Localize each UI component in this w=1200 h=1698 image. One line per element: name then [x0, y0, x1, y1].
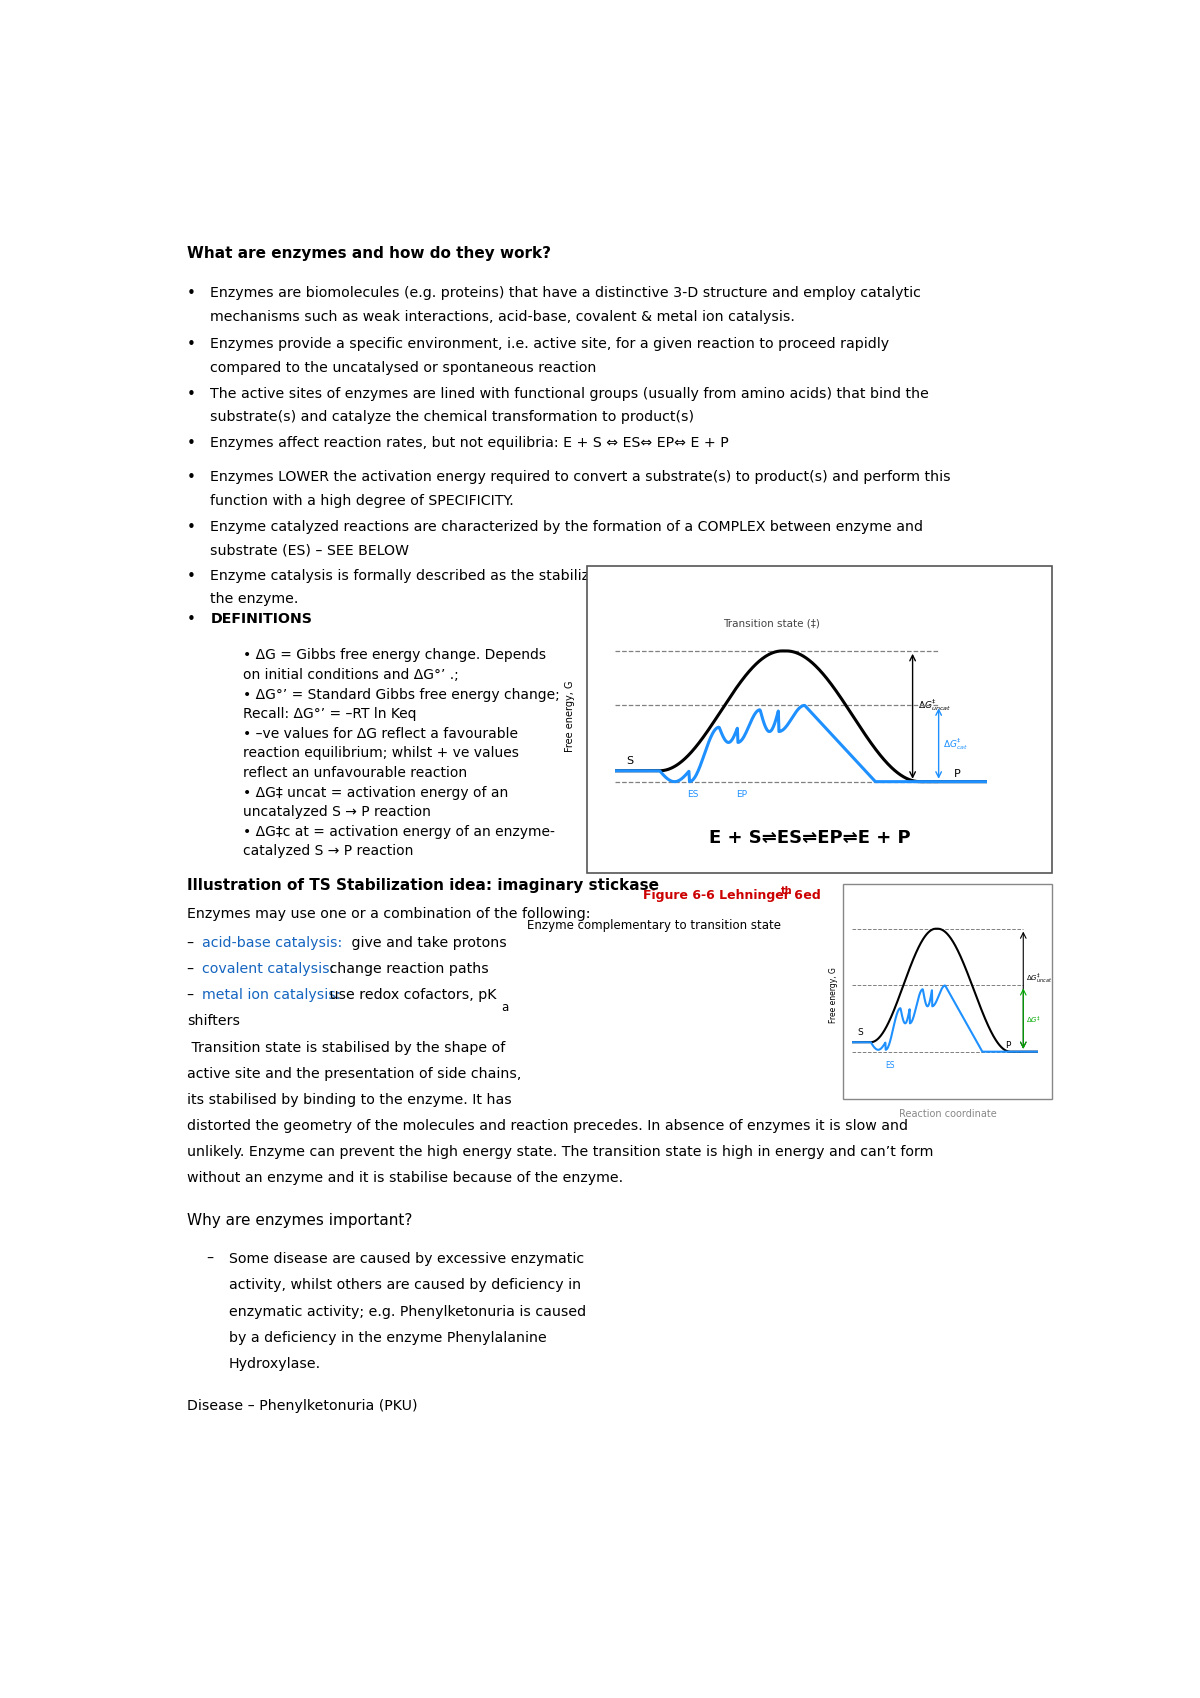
Text: active site and the presentation of side chains,: active site and the presentation of side…	[187, 1066, 522, 1080]
Text: Reaction coordinate: Reaction coordinate	[899, 1109, 996, 1119]
Text: Enzymes may use one or a combination of the following:: Enzymes may use one or a combination of …	[187, 907, 590, 922]
Text: ed: ed	[799, 888, 821, 902]
Text: Enzymes affect reaction rates, but not equilibria: E + S ⇔ ES⇔ EP⇔ E + P: Enzymes affect reaction rates, but not e…	[210, 436, 730, 450]
Text: uncatalyzed S → P reaction: uncatalyzed S → P reaction	[242, 805, 431, 818]
Text: • ΔG‡ uncat = activation energy of an: • ΔG‡ uncat = activation energy of an	[242, 786, 509, 800]
Text: • ΔG‡c at = activation energy of an enzyme-: • ΔG‡c at = activation energy of an enzy…	[242, 825, 554, 839]
FancyBboxPatch shape	[842, 883, 1052, 1099]
Text: Enzymes are biomolecules (e.g. proteins) that have a distinctive 3-D structure a: Enzymes are biomolecules (e.g. proteins)…	[210, 287, 922, 301]
Text: –: –	[206, 1253, 212, 1267]
Text: Enzyme complementary to transition state: Enzyme complementary to transition state	[527, 919, 781, 932]
Text: •: •	[187, 569, 196, 584]
Text: Reaction coordinate: Reaction coordinate	[755, 863, 866, 871]
Text: by a deficiency in the enzyme Phenylalanine: by a deficiency in the enzyme Phenylalan…	[229, 1331, 547, 1345]
Text: Enzymes provide a specific environment, i.e. active site, for a given reaction t: Enzymes provide a specific environment, …	[210, 338, 889, 351]
Text: mechanisms such as weak interactions, acid-base, covalent & metal ion catalysis.: mechanisms such as weak interactions, ac…	[210, 309, 796, 324]
Text: Transition state is stabilised by the shape of: Transition state is stabilised by the sh…	[187, 1041, 505, 1054]
Text: Hydroxylase.: Hydroxylase.	[229, 1357, 322, 1370]
Text: the enzyme.: the enzyme.	[210, 593, 299, 606]
Text: metal ion catalysis:: metal ion catalysis:	[202, 988, 341, 1002]
Text: activity, whilst others are caused by deficiency in: activity, whilst others are caused by de…	[229, 1279, 581, 1292]
Text: Illustration of TS Stabilization idea: imaginary stickase: Illustration of TS Stabilization idea: i…	[187, 878, 659, 893]
Text: Figure 6-6 Lehninger 6: Figure 6-6 Lehninger 6	[643, 888, 803, 902]
Text: give and take protons: give and take protons	[347, 936, 506, 949]
Text: •: •	[187, 470, 196, 486]
Text: substrate(s) and catalyze the chemical transformation to product(s): substrate(s) and catalyze the chemical t…	[210, 411, 695, 424]
Text: •: •	[187, 436, 196, 452]
Text: substrate (ES) – SEE BELOW: substrate (ES) – SEE BELOW	[210, 543, 409, 557]
Text: Enzyme catalyzed reactions are characterized by the formation of a COMPLEX betwe: Enzyme catalyzed reactions are character…	[210, 520, 924, 535]
Text: DEFINITIONS: DEFINITIONS	[210, 611, 312, 625]
Text: –: –	[187, 988, 199, 1002]
Text: –: –	[187, 963, 199, 976]
Text: a: a	[502, 1002, 509, 1014]
Text: compared to the uncatalysed or spontaneous reaction: compared to the uncatalysed or spontaneo…	[210, 360, 596, 375]
Text: •: •	[187, 520, 196, 535]
Text: Some disease are caused by excessive enzymatic: Some disease are caused by excessive enz…	[229, 1253, 584, 1267]
Text: on initial conditions and ΔG°’ .;: on initial conditions and ΔG°’ .;	[242, 667, 458, 683]
Text: The active sites of enzymes are lined with functional groups (usually from amino: The active sites of enzymes are lined wi…	[210, 387, 929, 401]
Text: unlikely. Enzyme can prevent the high energy state. The transition state is high: unlikely. Enzyme can prevent the high en…	[187, 1144, 934, 1160]
Text: use redox cofactors, pK: use redox cofactors, pK	[325, 988, 497, 1002]
Text: function with a high degree of SPECIFICITY.: function with a high degree of SPECIFICI…	[210, 494, 515, 508]
Text: enzymatic activity; e.g. Phenylketonuria is caused: enzymatic activity; e.g. Phenylketonuria…	[229, 1304, 586, 1319]
Text: –: –	[187, 936, 199, 949]
Text: without an enzyme and it is stabilise because of the enzyme.: without an enzyme and it is stabilise be…	[187, 1172, 623, 1185]
Text: catalyzed S → P reaction: catalyzed S → P reaction	[242, 844, 413, 859]
Text: Enzyme catalysis is formally described as the stabilization of the transition st: Enzyme catalysis is formally described a…	[210, 569, 959, 582]
Text: change reaction paths: change reaction paths	[325, 963, 488, 976]
Text: •: •	[187, 287, 196, 301]
FancyBboxPatch shape	[587, 565, 1052, 873]
Text: shifters: shifters	[187, 1014, 240, 1029]
Text: distorted the geometry of the molecules and reaction precedes. In absence of enz: distorted the geometry of the molecules …	[187, 1119, 908, 1133]
Text: Recall: ΔG°’ = –RT ln Keq: Recall: ΔG°’ = –RT ln Keq	[242, 706, 416, 722]
Text: •: •	[187, 338, 196, 351]
Text: covalent catalysis:: covalent catalysis:	[202, 963, 335, 976]
Text: Disease – Phenylketonuria (PKU): Disease – Phenylketonuria (PKU)	[187, 1399, 418, 1413]
Text: reaction equilibrium; whilst + ve values: reaction equilibrium; whilst + ve values	[242, 747, 518, 761]
Text: •: •	[187, 611, 196, 627]
Text: Enzymes LOWER the activation energy required to convert a substrate(s) to produc: Enzymes LOWER the activation energy requ…	[210, 470, 952, 484]
Text: Why are enzymes important?: Why are enzymes important?	[187, 1212, 413, 1228]
Text: •: •	[187, 387, 196, 402]
Text: • ΔG = Gibbs free energy change. Depends: • ΔG = Gibbs free energy change. Depends	[242, 649, 546, 662]
Text: acid-base catalysis:: acid-base catalysis:	[202, 936, 342, 949]
Text: th: th	[780, 886, 792, 897]
Text: its stabilised by binding to the enzyme. It has: its stabilised by binding to the enzyme.…	[187, 1094, 512, 1107]
Text: What are enzymes and how do they work?: What are enzymes and how do they work?	[187, 246, 551, 260]
Text: reflect an unfavourable reaction: reflect an unfavourable reaction	[242, 766, 467, 779]
Text: E + S⇌ES⇌EP⇌E + P: E + S⇌ES⇌EP⇌E + P	[709, 829, 911, 847]
Text: • ΔG°’ = Standard Gibbs free energy change;: • ΔG°’ = Standard Gibbs free energy chan…	[242, 688, 559, 701]
Text: • –ve values for ΔG reflect a favourable: • –ve values for ΔG reflect a favourable	[242, 727, 518, 740]
